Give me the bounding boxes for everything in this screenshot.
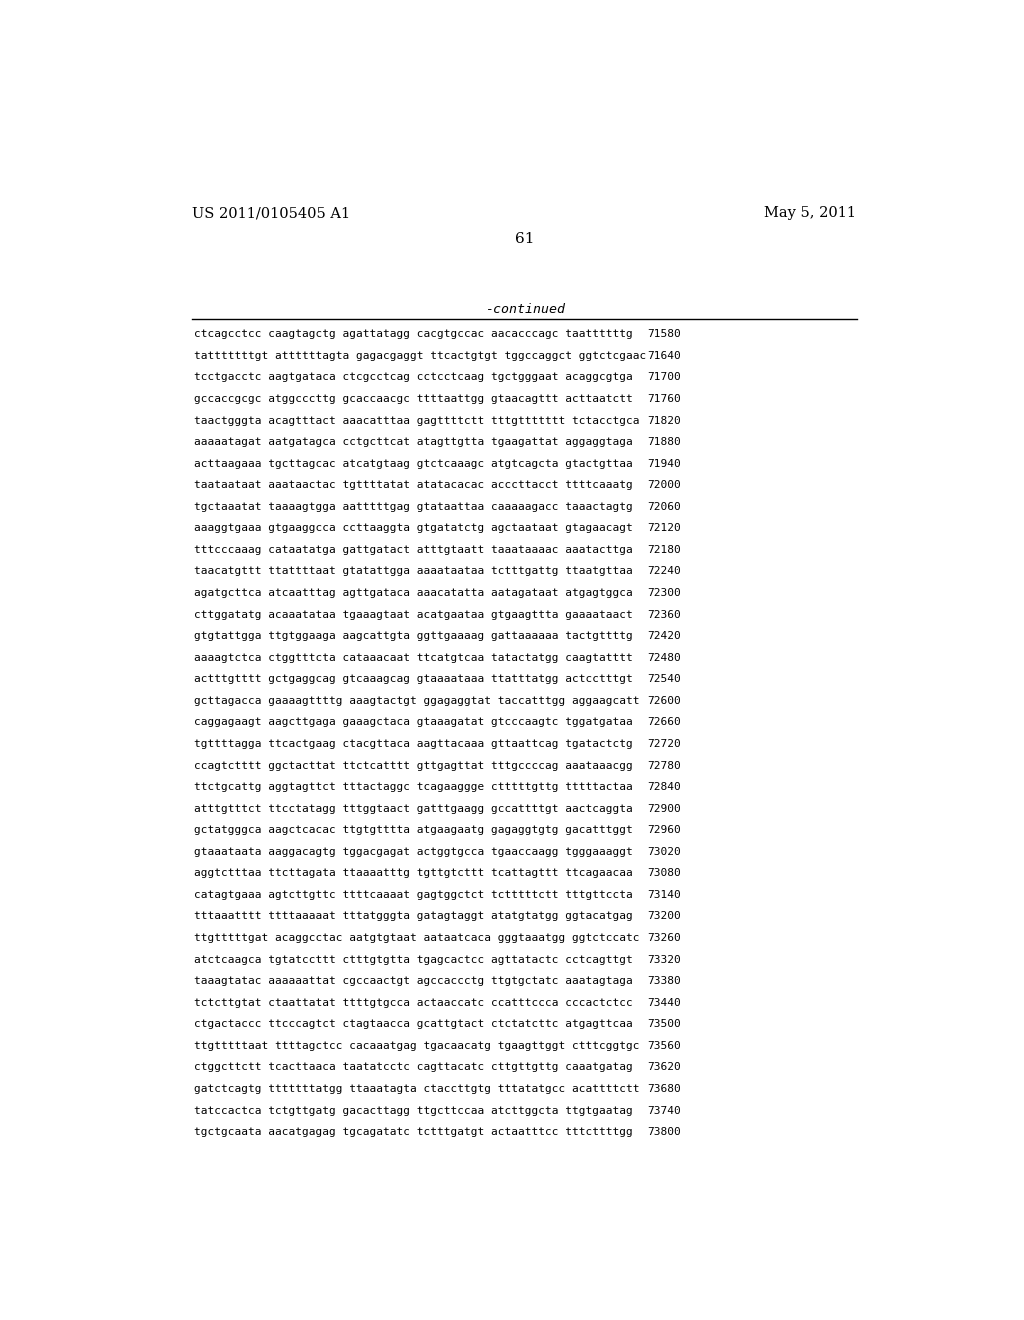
Text: 73800: 73800 bbox=[647, 1127, 681, 1137]
Text: 72540: 72540 bbox=[647, 675, 681, 684]
Text: taataataat aaataactac tgttttatat atatacacac acccttacct ttttcaaatg: taataataat aaataactac tgttttatat atataca… bbox=[194, 480, 633, 490]
Text: 73560: 73560 bbox=[647, 1040, 681, 1051]
Text: 72360: 72360 bbox=[647, 610, 681, 619]
Text: 73680: 73680 bbox=[647, 1084, 681, 1094]
Text: taaagtatac aaaaaattat cgccaactgt agccaccctg ttgtgctatc aaatagtaga: taaagtatac aaaaaattat cgccaactgt agccacc… bbox=[194, 977, 633, 986]
Text: 72840: 72840 bbox=[647, 781, 681, 792]
Text: atttgtttct ttcctatagg tttggtaact gatttgaagg gccattttgt aactcaggta: atttgtttct ttcctatagg tttggtaact gatttga… bbox=[194, 804, 633, 813]
Text: gatctcagtg tttttttatgg ttaaatagta ctaccttgtg tttatatgcc acattttctt: gatctcagtg tttttttatgg ttaaatagta ctacct… bbox=[194, 1084, 639, 1094]
Text: 72660: 72660 bbox=[647, 718, 681, 727]
Text: tttcccaaag cataatatga gattgatact atttgtaatt taaataaaac aaatacttga: tttcccaaag cataatatga gattgatact atttgta… bbox=[194, 545, 633, 554]
Text: aggtctttaa ttcttagata ttaaaatttg tgttgtcttt tcattagttt ttcagaacaa: aggtctttaa ttcttagata ttaaaatttg tgttgtc… bbox=[194, 869, 633, 878]
Text: 73080: 73080 bbox=[647, 869, 681, 878]
Text: ttgtttttgat acaggcctac aatgtgtaat aataatcaca gggtaaatgg ggtctccatc: ttgtttttgat acaggcctac aatgtgtaat aataat… bbox=[194, 933, 639, 942]
Text: 73140: 73140 bbox=[647, 890, 681, 900]
Text: aaaaatagat aatgatagca cctgcttcat atagttgtta tgaagattat aggaggtaga: aaaaatagat aatgatagca cctgcttcat atagttg… bbox=[194, 437, 633, 447]
Text: aaaggtgaaa gtgaaggcca ccttaaggta gtgatatctg agctaataat gtagaacagt: aaaggtgaaa gtgaaggcca ccttaaggta gtgatat… bbox=[194, 524, 633, 533]
Text: ctcagcctcc caagtagctg agattatagg cacgtgccac aacacccagc taattttttg: ctcagcctcc caagtagctg agattatagg cacgtgc… bbox=[194, 330, 633, 339]
Text: 71880: 71880 bbox=[647, 437, 681, 447]
Text: 73380: 73380 bbox=[647, 977, 681, 986]
Text: 73200: 73200 bbox=[647, 911, 681, 921]
Text: 71580: 71580 bbox=[647, 330, 681, 339]
Text: 72180: 72180 bbox=[647, 545, 681, 554]
Text: cttggatatg acaaatataa tgaaagtaat acatgaataa gtgaagttta gaaaataact: cttggatatg acaaatataa tgaaagtaat acatgaa… bbox=[194, 610, 633, 619]
Text: tttaaatttt ttttaaaaat tttatgggta gatagtaggt atatgtatgg ggtacatgag: tttaaatttt ttttaaaaat tttatgggta gatagta… bbox=[194, 911, 633, 921]
Text: 73740: 73740 bbox=[647, 1106, 681, 1115]
Text: 72000: 72000 bbox=[647, 480, 681, 490]
Text: taacatgttt ttattttaat gtatattgga aaaataataa tctttgattg ttaatgttaa: taacatgttt ttattttaat gtatattgga aaaataa… bbox=[194, 566, 633, 577]
Text: tgctgcaata aacatgagag tgcagatatc tctttgatgt actaatttcc tttcttttgg: tgctgcaata aacatgagag tgcagatatc tctttga… bbox=[194, 1127, 633, 1137]
Text: US 2011/0105405 A1: US 2011/0105405 A1 bbox=[193, 206, 350, 220]
Text: gtaaataata aaggacagtg tggacgagat actggtgcca tgaaccaagg tgggaaaggt: gtaaataata aaggacagtg tggacgagat actggtg… bbox=[194, 847, 633, 857]
Text: gccaccgcgc atggcccttg gcaccaacgc ttttaattgg gtaacagttt acttaatctt: gccaccgcgc atggcccttg gcaccaacgc ttttaat… bbox=[194, 395, 633, 404]
Text: atctcaagca tgtatccttt ctttgtgtta tgagcactcc agttatactc cctcagttgt: atctcaagca tgtatccttt ctttgtgtta tgagcac… bbox=[194, 954, 633, 965]
Text: 71700: 71700 bbox=[647, 372, 681, 383]
Text: 72960: 72960 bbox=[647, 825, 681, 836]
Text: 71940: 71940 bbox=[647, 459, 681, 469]
Text: tatttttttgt attttttagta gagacgaggt ttcactgtgt tggccaggct ggtctcgaac: tatttttttgt attttttagta gagacgaggt ttcac… bbox=[194, 351, 646, 360]
Text: 72720: 72720 bbox=[647, 739, 681, 748]
Text: 73260: 73260 bbox=[647, 933, 681, 942]
Text: 72060: 72060 bbox=[647, 502, 681, 512]
Text: tgctaaatat taaaagtgga aatttttgag gtataattaa caaaaagacc taaactagtg: tgctaaatat taaaagtgga aatttttgag gtataat… bbox=[194, 502, 633, 512]
Text: May 5, 2011: May 5, 2011 bbox=[765, 206, 856, 220]
Text: 73320: 73320 bbox=[647, 954, 681, 965]
Text: caggagaagt aagcttgaga gaaagctaca gtaaagatat gtcccaagtc tggatgataa: caggagaagt aagcttgaga gaaagctaca gtaaaga… bbox=[194, 718, 633, 727]
Text: tctcttgtat ctaattatat ttttgtgcca actaaccatc ccatttccca cccactctcc: tctcttgtat ctaattatat ttttgtgcca actaacc… bbox=[194, 998, 633, 1007]
Text: 72300: 72300 bbox=[647, 589, 681, 598]
Text: 73620: 73620 bbox=[647, 1063, 681, 1072]
Text: 72420: 72420 bbox=[647, 631, 681, 642]
Text: 72120: 72120 bbox=[647, 524, 681, 533]
Text: ttgtttttaat ttttagctcc cacaaatgag tgacaacatg tgaagttggt ctttcggtgc: ttgtttttaat ttttagctcc cacaaatgag tgacaa… bbox=[194, 1040, 639, 1051]
Text: 72900: 72900 bbox=[647, 804, 681, 813]
Text: gtgtattgga ttgtggaaga aagcattgta ggttgaaaag gattaaaaaa tactgttttg: gtgtattgga ttgtggaaga aagcattgta ggttgaa… bbox=[194, 631, 633, 642]
Text: 61: 61 bbox=[515, 231, 535, 246]
Text: 73020: 73020 bbox=[647, 847, 681, 857]
Text: 72240: 72240 bbox=[647, 566, 681, 577]
Text: tcctgacctc aagtgataca ctcgcctcag cctcctcaag tgctgggaat acaggcgtga: tcctgacctc aagtgataca ctcgcctcag cctcctc… bbox=[194, 372, 633, 383]
Text: 73440: 73440 bbox=[647, 998, 681, 1007]
Text: taactgggta acagtttact aaacatttaa gagttttctt tttgttttttt tctacctgca: taactgggta acagtttact aaacatttaa gagtttt… bbox=[194, 416, 639, 425]
Text: catagtgaaa agtcttgttc ttttcaaaat gagtggctct tctttttctt tttgttccta: catagtgaaa agtcttgttc ttttcaaaat gagtggc… bbox=[194, 890, 633, 900]
Text: 73500: 73500 bbox=[647, 1019, 681, 1030]
Text: aaaagtctca ctggtttcta cataaacaat ttcatgtcaa tatactatgg caagtatttt: aaaagtctca ctggtttcta cataaacaat ttcatgt… bbox=[194, 653, 633, 663]
Text: gctatgggca aagctcacac ttgtgtttta atgaagaatg gagaggtgtg gacatttggt: gctatgggca aagctcacac ttgtgtttta atgaaga… bbox=[194, 825, 633, 836]
Text: ctggcttctt tcacttaaca taatatcctc cagttacatc cttgttgttg caaatgatag: ctggcttctt tcacttaaca taatatcctc cagttac… bbox=[194, 1063, 633, 1072]
Text: ctgactaccc ttcccagtct ctagtaacca gcattgtact ctctatcttc atgagttcaa: ctgactaccc ttcccagtct ctagtaacca gcattgt… bbox=[194, 1019, 633, 1030]
Text: ttctgcattg aggtagttct tttactaggc tcagaaggge ctttttgttg tttttactaa: ttctgcattg aggtagttct tttactaggc tcagaag… bbox=[194, 781, 633, 792]
Text: 72600: 72600 bbox=[647, 696, 681, 706]
Text: acttaagaaa tgcttagcac atcatgtaag gtctcaaagc atgtcagcta gtactgttaa: acttaagaaa tgcttagcac atcatgtaag gtctcaa… bbox=[194, 459, 633, 469]
Text: 71640: 71640 bbox=[647, 351, 681, 360]
Text: tgttttagga ttcactgaag ctacgttaca aagttacaaa gttaattcag tgatactctg: tgttttagga ttcactgaag ctacgttaca aagttac… bbox=[194, 739, 633, 748]
Text: 72780: 72780 bbox=[647, 760, 681, 771]
Text: gcttagacca gaaaagttttg aaagtactgt ggagaggtat taccatttgg aggaagcatt: gcttagacca gaaaagttttg aaagtactgt ggagag… bbox=[194, 696, 639, 706]
Text: 72480: 72480 bbox=[647, 653, 681, 663]
Text: tatccactca tctgttgatg gacacttagg ttgcttccaa atcttggcta ttgtgaatag: tatccactca tctgttgatg gacacttagg ttgcttc… bbox=[194, 1106, 633, 1115]
Text: actttgtttt gctgaggcag gtcaaagcag gtaaaataaa ttatttatgg actcctttgt: actttgtttt gctgaggcag gtcaaagcag gtaaaat… bbox=[194, 675, 633, 684]
Text: ccagtctttt ggctacttat ttctcatttt gttgagttat tttgccccag aaataaacgg: ccagtctttt ggctacttat ttctcatttt gttgagt… bbox=[194, 760, 633, 771]
Text: agatgcttca atcaatttag agttgataca aaacatatta aatagataat atgagtggca: agatgcttca atcaatttag agttgataca aaacata… bbox=[194, 589, 633, 598]
Text: -continued: -continued bbox=[484, 304, 565, 317]
Text: 71760: 71760 bbox=[647, 395, 681, 404]
Text: 71820: 71820 bbox=[647, 416, 681, 425]
